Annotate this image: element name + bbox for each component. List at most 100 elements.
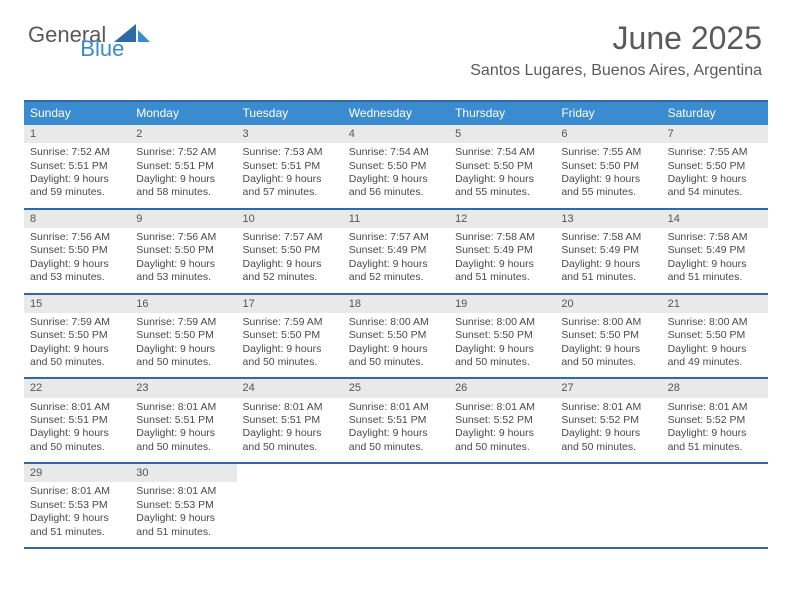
daylight-text: and 50 minutes. — [30, 356, 124, 369]
daylight-text: Daylight: 9 hours — [30, 173, 124, 186]
page-title: June 2025 — [613, 20, 762, 57]
weekday-header: Wednesday — [343, 102, 449, 125]
sunset-text: Sunset: 5:52 PM — [455, 414, 549, 427]
daylight-text: Daylight: 9 hours — [136, 173, 230, 186]
daylight-text: and 53 minutes. — [30, 271, 124, 284]
day-info: Sunrise: 8:01 AMSunset: 5:53 PMDaylight:… — [130, 482, 236, 547]
calendar-cell: 27Sunrise: 8:01 AMSunset: 5:52 PMDayligh… — [555, 379, 661, 462]
calendar-week: 29Sunrise: 8:01 AMSunset: 5:53 PMDayligh… — [24, 464, 768, 549]
day-number: 15 — [24, 295, 130, 313]
daylight-text: Daylight: 9 hours — [455, 173, 549, 186]
sunset-text: Sunset: 5:49 PM — [561, 244, 655, 257]
daylight-text: and 52 minutes. — [349, 271, 443, 284]
daylight-text: and 57 minutes. — [243, 186, 337, 199]
sunrise-text: Sunrise: 7:59 AM — [243, 316, 337, 329]
sunset-text: Sunset: 5:51 PM — [349, 414, 443, 427]
day-number: 5 — [449, 125, 555, 143]
weekday-header: Monday — [130, 102, 236, 125]
daylight-text: Daylight: 9 hours — [30, 258, 124, 271]
sunset-text: Sunset: 5:50 PM — [668, 160, 762, 173]
calendar-cell: 18Sunrise: 8:00 AMSunset: 5:50 PMDayligh… — [343, 295, 449, 378]
daylight-text: Daylight: 9 hours — [668, 173, 762, 186]
logo: General Blue — [28, 22, 150, 48]
sunset-text: Sunset: 5:49 PM — [349, 244, 443, 257]
daylight-text: Daylight: 9 hours — [561, 258, 655, 271]
day-number: 7 — [662, 125, 768, 143]
sunrise-text: Sunrise: 8:01 AM — [455, 401, 549, 414]
day-info: Sunrise: 7:59 AMSunset: 5:50 PMDaylight:… — [24, 313, 130, 378]
calendar-cell: 4Sunrise: 7:54 AMSunset: 5:50 PMDaylight… — [343, 125, 449, 208]
calendar-week: 1Sunrise: 7:52 AMSunset: 5:51 PMDaylight… — [24, 125, 768, 210]
day-number: 20 — [555, 295, 661, 313]
calendar-week: 8Sunrise: 7:56 AMSunset: 5:50 PMDaylight… — [24, 210, 768, 295]
sunset-text: Sunset: 5:50 PM — [243, 329, 337, 342]
sunset-text: Sunset: 5:53 PM — [136, 499, 230, 512]
day-info: Sunrise: 7:58 AMSunset: 5:49 PMDaylight:… — [662, 228, 768, 293]
calendar-week: 22Sunrise: 8:01 AMSunset: 5:51 PMDayligh… — [24, 379, 768, 464]
weekday-header: Tuesday — [237, 102, 343, 125]
calendar-week: 15Sunrise: 7:59 AMSunset: 5:50 PMDayligh… — [24, 295, 768, 380]
calendar-cell — [237, 464, 343, 547]
day-info: Sunrise: 8:00 AMSunset: 5:50 PMDaylight:… — [343, 313, 449, 378]
daylight-text: Daylight: 9 hours — [136, 512, 230, 525]
sunrise-text: Sunrise: 8:01 AM — [136, 485, 230, 498]
calendar-cell: 3Sunrise: 7:53 AMSunset: 5:51 PMDaylight… — [237, 125, 343, 208]
day-number: 3 — [237, 125, 343, 143]
sunrise-text: Sunrise: 7:53 AM — [243, 146, 337, 159]
sunrise-text: Sunrise: 8:01 AM — [561, 401, 655, 414]
calendar-cell: 15Sunrise: 7:59 AMSunset: 5:50 PMDayligh… — [24, 295, 130, 378]
day-info: Sunrise: 7:52 AMSunset: 5:51 PMDaylight:… — [24, 143, 130, 208]
daylight-text: Daylight: 9 hours — [668, 427, 762, 440]
sunset-text: Sunset: 5:51 PM — [30, 160, 124, 173]
daylight-text: Daylight: 9 hours — [668, 258, 762, 271]
day-number: 18 — [343, 295, 449, 313]
daylight-text: Daylight: 9 hours — [349, 173, 443, 186]
daylight-text: Daylight: 9 hours — [243, 258, 337, 271]
sunset-text: Sunset: 5:52 PM — [668, 414, 762, 427]
daylight-text: and 49 minutes. — [668, 356, 762, 369]
sunset-text: Sunset: 5:50 PM — [349, 329, 443, 342]
day-number: 24 — [237, 379, 343, 397]
sunset-text: Sunset: 5:50 PM — [561, 160, 655, 173]
daylight-text: and 55 minutes. — [561, 186, 655, 199]
calendar-cell — [449, 464, 555, 547]
daylight-text: and 58 minutes. — [136, 186, 230, 199]
daylight-text: and 51 minutes. — [30, 526, 124, 539]
sunset-text: Sunset: 5:51 PM — [243, 160, 337, 173]
daylight-text: and 50 minutes. — [455, 441, 549, 454]
day-number: 28 — [662, 379, 768, 397]
daylight-text: and 54 minutes. — [668, 186, 762, 199]
daylight-text: Daylight: 9 hours — [349, 258, 443, 271]
sunset-text: Sunset: 5:51 PM — [30, 414, 124, 427]
sunset-text: Sunset: 5:53 PM — [30, 499, 124, 512]
sunrise-text: Sunrise: 7:54 AM — [455, 146, 549, 159]
sunrise-text: Sunrise: 7:56 AM — [136, 231, 230, 244]
day-info: Sunrise: 8:01 AMSunset: 5:53 PMDaylight:… — [24, 482, 130, 547]
day-number: 26 — [449, 379, 555, 397]
calendar-cell: 22Sunrise: 8:01 AMSunset: 5:51 PMDayligh… — [24, 379, 130, 462]
daylight-text: and 50 minutes. — [136, 356, 230, 369]
calendar-cell: 21Sunrise: 8:00 AMSunset: 5:50 PMDayligh… — [662, 295, 768, 378]
day-info: Sunrise: 7:56 AMSunset: 5:50 PMDaylight:… — [130, 228, 236, 293]
sunrise-text: Sunrise: 8:00 AM — [561, 316, 655, 329]
sunrise-text: Sunrise: 8:01 AM — [668, 401, 762, 414]
daylight-text: and 51 minutes. — [136, 526, 230, 539]
day-info: Sunrise: 8:00 AMSunset: 5:50 PMDaylight:… — [555, 313, 661, 378]
sunrise-text: Sunrise: 7:54 AM — [349, 146, 443, 159]
sunset-text: Sunset: 5:49 PM — [455, 244, 549, 257]
day-number: 13 — [555, 210, 661, 228]
calendar-cell: 29Sunrise: 8:01 AMSunset: 5:53 PMDayligh… — [24, 464, 130, 547]
calendar-cell — [662, 464, 768, 547]
daylight-text: and 56 minutes. — [349, 186, 443, 199]
daylight-text: Daylight: 9 hours — [668, 343, 762, 356]
day-info: Sunrise: 7:55 AMSunset: 5:50 PMDaylight:… — [662, 143, 768, 208]
weekday-header: Friday — [555, 102, 661, 125]
day-info: Sunrise: 8:01 AMSunset: 5:52 PMDaylight:… — [662, 398, 768, 463]
sunrise-text: Sunrise: 7:56 AM — [30, 231, 124, 244]
calendar-cell: 9Sunrise: 7:56 AMSunset: 5:50 PMDaylight… — [130, 210, 236, 293]
calendar-cell: 25Sunrise: 8:01 AMSunset: 5:51 PMDayligh… — [343, 379, 449, 462]
day-info: Sunrise: 8:01 AMSunset: 5:52 PMDaylight:… — [449, 398, 555, 463]
calendar-cell: 1Sunrise: 7:52 AMSunset: 5:51 PMDaylight… — [24, 125, 130, 208]
daylight-text: and 55 minutes. — [455, 186, 549, 199]
weekday-header-row: Sunday Monday Tuesday Wednesday Thursday… — [24, 102, 768, 125]
